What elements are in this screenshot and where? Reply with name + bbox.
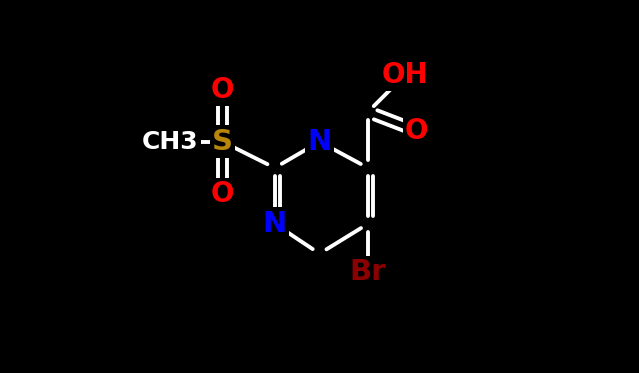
Text: O: O [211,180,235,208]
Text: O: O [211,75,235,104]
Text: O: O [404,116,428,145]
Text: N: N [307,128,332,156]
Text: Br: Br [350,258,386,286]
Text: CH3: CH3 [142,130,199,154]
Text: N: N [263,210,287,238]
Text: S: S [212,128,233,156]
Text: OH: OH [382,60,429,89]
